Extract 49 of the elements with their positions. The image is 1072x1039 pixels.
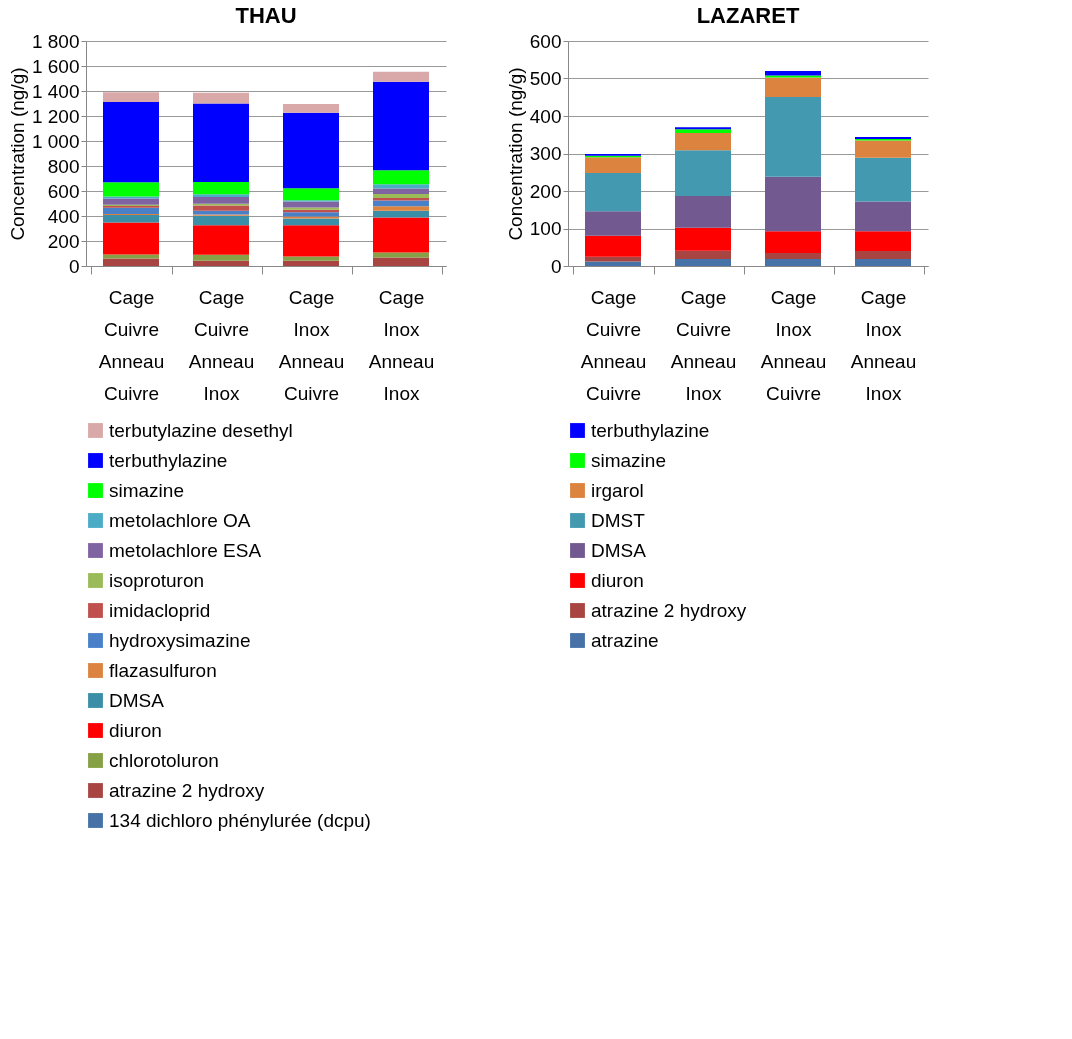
y-tick-label: 0 [68, 255, 80, 277]
y-tick-label: 600 [529, 30, 562, 52]
legend-label: 134 dichloro phénylurée (dcpu) [109, 809, 371, 831]
legend-label: terbuthylazine [591, 419, 710, 441]
y-tick-label: 500 [529, 68, 562, 89]
chart-title: LAZARET [696, 3, 800, 28]
y-tick-label: 1 200 [31, 105, 80, 127]
chart-title: THAU [235, 3, 297, 28]
y-tick-label: 800 [47, 155, 80, 177]
x-tick-label: Cage Cuivre Anneau Inox [188, 286, 255, 404]
legend-label: DMSA [109, 689, 165, 711]
y-axis-title: Concentration (ng/g) [6, 67, 28, 241]
legend-label: DMSA [591, 539, 647, 561]
legend-label: diuron [109, 719, 162, 741]
y-tick-label: 1 000 [31, 130, 80, 152]
y-tick-label: 200 [529, 180, 562, 202]
y-tick-label: 600 [47, 180, 80, 202]
y-tick-label: 400 [529, 105, 562, 127]
x-tick-label: Cage Inox Anneau Inox [368, 286, 435, 404]
legend-label: metolachlore OA [109, 509, 251, 531]
y-tick-label: 100 [529, 218, 562, 239]
legend-label: metolachlore ESA [109, 539, 262, 561]
y-tick-label: 200 [47, 230, 80, 252]
y-tick-label: 400 [47, 205, 80, 227]
legend-label: flazasulfuron [109, 659, 217, 681]
y-tick-label: 1 600 [31, 55, 80, 77]
legend-label: atrazine 2 hydroxy [109, 779, 265, 801]
y-tick-label: 0 [550, 255, 562, 277]
legend-label: DMST [591, 509, 646, 531]
y-axis-title: Concentration (ng/g) [504, 67, 526, 241]
x-tick-label: Cage Inox Anneau Inox [850, 286, 917, 404]
legend-label: diuron [591, 569, 644, 591]
y-tick-label: 1 800 [31, 30, 80, 52]
legend-label: chlorotoluron [109, 749, 219, 771]
legend-label: imidacloprid [109, 599, 211, 621]
legend-label: terbuthylazine [109, 449, 228, 471]
legend-label: simazine [109, 479, 184, 501]
legend-label: isoproturon [109, 569, 205, 591]
x-tick-label: Cage Inox Anneau Cuivre [760, 286, 827, 404]
legend-label: irgarol [591, 479, 644, 501]
y-tick-label: 300 [529, 143, 562, 164]
x-tick-label: Cage Inox Anneau Cuivre [278, 286, 345, 404]
legend-label: atrazine [591, 629, 659, 651]
legend-label: simazine [591, 449, 666, 471]
y-tick-label: 1 400 [31, 80, 80, 102]
legend-label: terbutylazine desethyl [109, 419, 293, 441]
legend-label: hydroxysimazine [109, 629, 251, 651]
legend-label: atrazine 2 hydroxy [591, 599, 747, 621]
x-tick-label: Cage Cuivre Anneau Inox [670, 286, 737, 404]
